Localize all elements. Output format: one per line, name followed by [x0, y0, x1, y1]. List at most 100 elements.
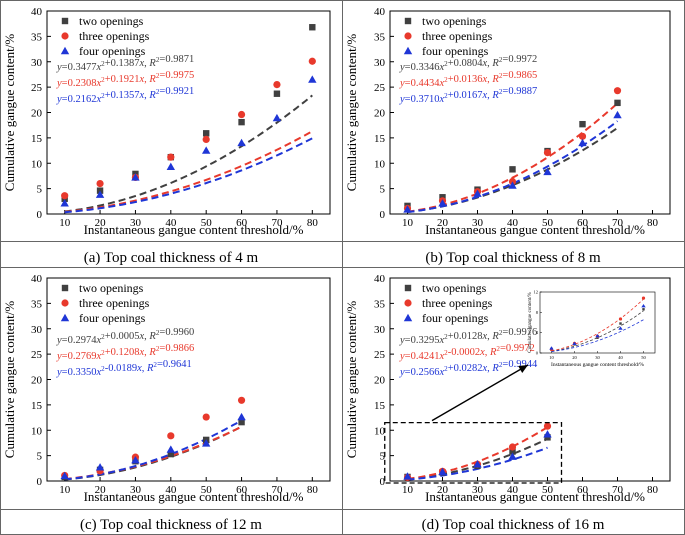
y-tick-label: 10 [31, 158, 43, 170]
inset-data-point [641, 296, 646, 300]
data-point [578, 138, 587, 147]
zoom-region-box [384, 421, 563, 484]
inset-x-tick-label: 40 [618, 355, 623, 360]
data-point [579, 120, 586, 128]
data-point [131, 455, 140, 464]
data-point [543, 422, 552, 430]
x-tick-label: 70 [271, 484, 283, 496]
data-point [473, 460, 482, 468]
inset-data-point [618, 317, 623, 321]
inset-y-tick-label: 8 [536, 310, 539, 315]
data-point [308, 57, 316, 65]
x-tick-label: 50 [201, 217, 213, 229]
chart-panel-d: 10 20 30 40 50 60 70 800510152025303540Instanta… [344, 273, 671, 504]
fit-equation-label: y=0.2308x2+0.1921x, R2=0.9975 [56, 70, 194, 89]
data-point [238, 418, 245, 426]
fit-equation-label: y=0.2769x2+0.1208x, R2=0.9866 [56, 343, 194, 362]
y-tick-label: 20 [31, 108, 43, 120]
data-point [308, 75, 317, 83]
data-point [95, 190, 105, 198]
chart-panel-c: 10 20 30 40 50 60 70 800510152025303540Instanta… [2, 273, 331, 504]
legend-marker [61, 32, 69, 40]
zoom-arrow-line [431, 364, 529, 422]
x-tick-label: 80 [647, 217, 659, 229]
data-point [237, 412, 246, 421]
data-point [613, 87, 622, 95]
caption-b: (b) Top coal thickness of 8 m [425, 250, 601, 266]
x-tick-label: 20 [95, 484, 107, 496]
y-tick-label: 5 [380, 184, 386, 196]
x-tick-label: 20 [437, 484, 449, 496]
y-tick-label: 10 [31, 425, 43, 437]
y-tick-label: 15 [31, 400, 43, 412]
fit-curve [64, 137, 313, 214]
legend-marker [404, 32, 412, 40]
legend-label: two openings [422, 281, 487, 295]
fit-curve [407, 426, 549, 480]
caption-a: (a) Top coal thickness of 4 m [84, 250, 259, 266]
data-point [273, 90, 281, 97]
y-tick-label: 25 [31, 82, 43, 94]
data-point [61, 192, 69, 200]
x-tick-label: 50 [542, 217, 554, 229]
data-point [167, 450, 175, 458]
data-point [166, 162, 176, 171]
chart-panel-a: 10 20 30 40 50 60 70 800510152025303540Instanta… [2, 6, 331, 237]
legend-label: three openings [422, 296, 493, 310]
data-point [273, 80, 281, 89]
y-tick-label: 25 [374, 82, 386, 94]
legend-marker [403, 46, 413, 55]
data-point [166, 445, 176, 453]
inset-fit-curve [551, 298, 644, 352]
y-tick-label: 0 [37, 476, 43, 488]
y-axis-label: Cumulative gangue content/% [344, 34, 359, 192]
x-tick-label: 80 [307, 484, 319, 496]
data-point [237, 110, 246, 119]
y-tick-label: 40 [374, 273, 386, 285]
inset-data-point [572, 341, 577, 346]
y-tick-label: 30 [31, 324, 43, 336]
x-tick-label: 70 [612, 484, 624, 496]
x-tick-label: 30 [472, 217, 484, 229]
y-tick-label: 35 [374, 298, 386, 310]
data-point [202, 135, 210, 143]
zoom-arrow-head [518, 365, 528, 373]
fit-equation-label: y=0.3295x2+0.0128x, R2=0.9976 [399, 327, 537, 346]
data-point [237, 396, 246, 404]
data-point [473, 189, 482, 197]
y-tick-label: 35 [374, 31, 386, 43]
x-tick-label: 60 [577, 217, 589, 229]
data-point [438, 199, 447, 207]
fit-curve [407, 437, 548, 481]
data-point [578, 132, 587, 140]
inset-data-point [618, 326, 623, 330]
data-point [403, 205, 412, 213]
x-tick-label: 50 [542, 484, 554, 496]
y-tick-label: 35 [31, 31, 43, 43]
data-point [202, 413, 210, 421]
x-tick-label: 60 [236, 484, 248, 496]
inset-data-point [549, 346, 554, 350]
y-axis-label: Cumulative gangue content/% [2, 301, 17, 459]
x-tick-label: 70 [612, 217, 624, 229]
legend-label: four openings [422, 44, 489, 58]
inset-x-tick-label: 30 [595, 355, 600, 360]
data-point [95, 463, 105, 471]
data-point [508, 443, 517, 451]
inset-frame [539, 291, 656, 354]
x-tick-label: 10 [402, 484, 414, 496]
legend-label: two openings [422, 14, 487, 28]
legend-label: three openings [79, 29, 150, 43]
data-point [237, 138, 246, 147]
legend-marker [404, 284, 412, 292]
data-point [60, 199, 69, 207]
legend-marker [61, 284, 69, 292]
legend-marker [61, 299, 69, 307]
y-axis-label: Cumulative gangue content/% [2, 34, 17, 192]
x-axis-label: Instantaneous gangue content threshold/% [425, 489, 645, 504]
inset-x-tick-label: 50 [641, 355, 646, 360]
inset-y-tick-label: 4 [536, 330, 539, 335]
y-tick-label: 30 [31, 57, 43, 69]
legend-label: two openings [79, 281, 144, 295]
